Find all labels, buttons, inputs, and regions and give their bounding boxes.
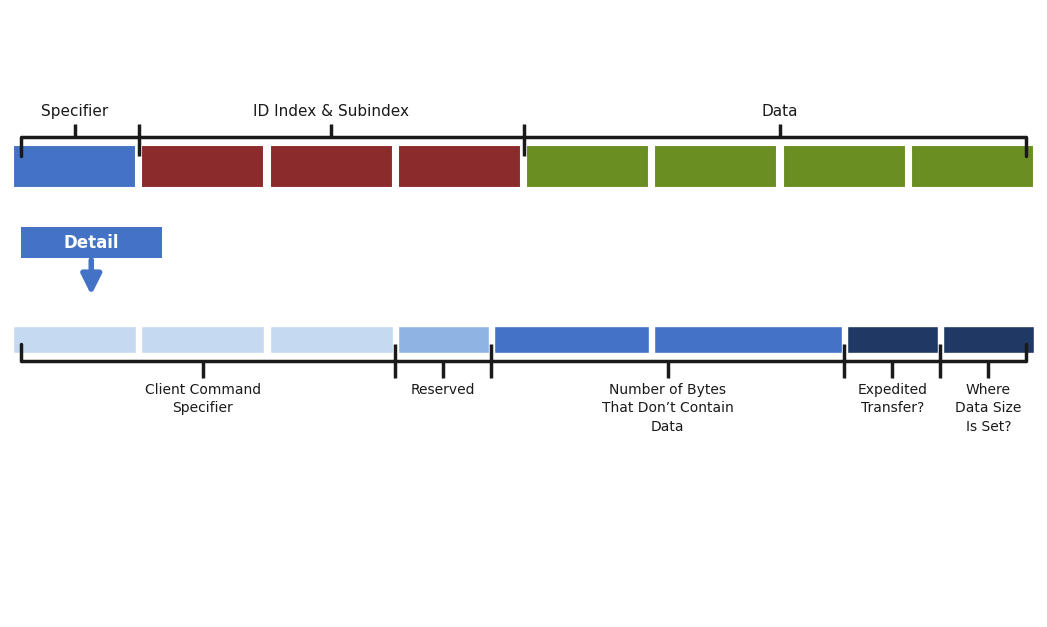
Text: Where
Data Size
Is Set?: Where Data Size Is Set? [955, 383, 1022, 434]
Bar [911, 145, 1034, 187]
Bar [526, 145, 649, 187]
Bar [269, 145, 393, 187]
Bar [398, 145, 521, 187]
Bar [13, 326, 136, 354]
FancyBboxPatch shape [21, 228, 162, 258]
Bar [398, 326, 489, 354]
Bar [654, 326, 842, 354]
Text: Expedited
Transfer?: Expedited Transfer? [857, 383, 928, 415]
Bar [13, 145, 136, 187]
Bar [782, 145, 906, 187]
Bar [654, 145, 778, 187]
Bar [141, 145, 265, 187]
Bar [141, 326, 265, 354]
Bar [943, 326, 1034, 354]
Text: Number of Bytes
That Don’t Contain
Data: Number of Bytes That Don’t Contain Data [602, 383, 734, 434]
Bar [494, 326, 649, 354]
Text: Data: Data [762, 103, 798, 119]
Bar [269, 326, 393, 354]
Text: ID Index & Subindex: ID Index & Subindex [253, 103, 409, 119]
Bar [847, 326, 938, 354]
Text: Specifier: Specifier [41, 103, 108, 119]
Text: Reserved: Reserved [411, 383, 475, 397]
Text: Detail: Detail [64, 234, 119, 252]
Text: Client Command
Specifier: Client Command Specifier [144, 383, 261, 415]
